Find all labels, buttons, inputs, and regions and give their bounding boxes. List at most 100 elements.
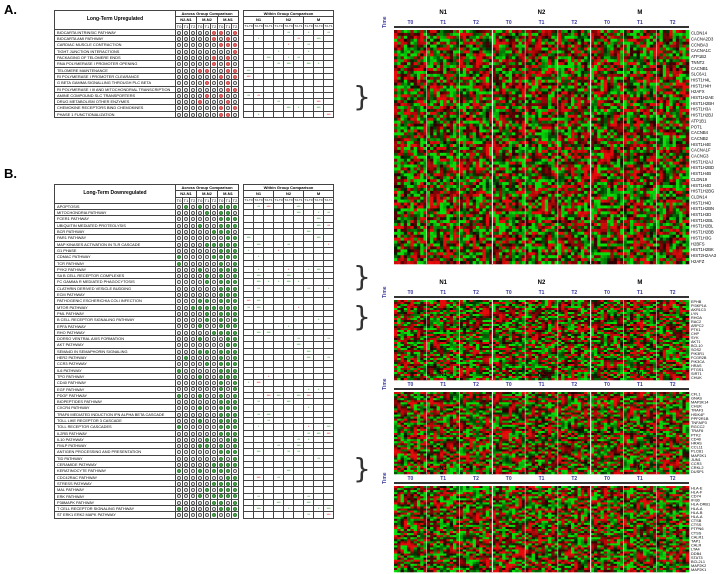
significance-star: ** bbox=[257, 494, 260, 498]
significance-dot bbox=[219, 500, 223, 505]
significance-dot bbox=[226, 255, 230, 260]
significance-dot bbox=[184, 230, 188, 234]
table-row: BCR PATHWAY *** bbox=[54, 228, 334, 236]
table-row: BIOPEPTIDES PATHWAY ** *** bbox=[54, 398, 334, 406]
significance-dot bbox=[233, 469, 237, 474]
significance-star: *** bbox=[247, 236, 251, 240]
within-group: M bbox=[303, 190, 334, 198]
significance-star: * bbox=[268, 374, 270, 378]
significance-dot bbox=[198, 400, 202, 404]
significance-dot bbox=[191, 444, 195, 448]
significance-dot bbox=[212, 261, 216, 266]
significance-star: *** bbox=[317, 106, 321, 110]
significance-dot bbox=[177, 337, 181, 341]
significance-dot bbox=[219, 261, 223, 266]
significance-dot bbox=[205, 381, 209, 385]
within-col-header: T2-T0 bbox=[313, 22, 324, 30]
significance-star: ** bbox=[297, 37, 300, 41]
significance-dot bbox=[226, 100, 230, 104]
significance-dot bbox=[191, 299, 195, 304]
significance-dot bbox=[226, 217, 230, 222]
heatmap-time-label: T2 bbox=[473, 290, 479, 296]
significance-dot bbox=[191, 400, 195, 404]
significance-dot bbox=[184, 425, 188, 430]
significance-dot bbox=[219, 412, 223, 417]
table-row: RNA POLYMERASE I PROMOTER OPENING ** *** **… bbox=[54, 60, 334, 68]
table-row: CHEMOKINE RECEPTORS BIND CHEMOKINES *** * *… bbox=[54, 104, 334, 112]
significance-star: *** bbox=[327, 425, 331, 429]
heatmap-time-label: T1 bbox=[637, 476, 643, 482]
significance-dot bbox=[205, 437, 209, 442]
significance-dot bbox=[177, 217, 181, 222]
panel-b-label: B. bbox=[4, 166, 17, 181]
gene-label: SIRT1 bbox=[691, 372, 702, 376]
significance-dot bbox=[219, 343, 223, 348]
significance-dot bbox=[226, 87, 230, 92]
heatmap-time-label: T1 bbox=[539, 290, 545, 296]
significance-dot bbox=[233, 230, 237, 234]
significance-dot bbox=[205, 500, 209, 505]
significance-dot bbox=[226, 93, 230, 98]
significance-dot bbox=[177, 412, 181, 417]
significance-dot bbox=[226, 62, 230, 67]
significance-dot bbox=[198, 513, 202, 518]
gene-label: TNFAIP3 bbox=[691, 420, 707, 425]
significance-dot bbox=[219, 81, 223, 86]
significance-dot bbox=[212, 299, 216, 304]
significance-dot bbox=[233, 450, 237, 455]
significance-dot bbox=[226, 374, 230, 379]
significance-dot bbox=[233, 494, 237, 499]
heatmap-svg: Time N1 N2 M T0 T1 T2 T0 T1 T2 T0 T1 T2 CFL1GNASMAP3K… bbox=[382, 372, 709, 475]
table-row: RI POLYMERASE I III AND MITOCHONDRIAL TR… bbox=[54, 85, 334, 93]
significance-dot bbox=[198, 494, 202, 499]
significance-star: * bbox=[328, 286, 330, 290]
significance-dot bbox=[184, 30, 188, 35]
significance-star: *** bbox=[297, 444, 301, 448]
gene-label: HLA-B bbox=[691, 510, 703, 515]
significance-dot bbox=[212, 444, 216, 448]
heatmap-time-label: T1 bbox=[440, 20, 446, 26]
heatmap-group-label: M bbox=[637, 10, 642, 16]
gene-label: EPHB bbox=[691, 300, 702, 304]
significance-dot bbox=[233, 286, 237, 291]
table-row: TOLL LIKE RECEPTOR 3 CASCADE ** bbox=[54, 416, 334, 425]
significance-dot bbox=[191, 49, 195, 54]
gene-label: TNNT2 bbox=[691, 60, 705, 65]
significance-dot bbox=[219, 274, 223, 278]
heatmap-cells bbox=[394, 300, 690, 381]
significance-dot bbox=[191, 431, 195, 436]
significance-dot bbox=[212, 400, 216, 404]
significance-dot bbox=[198, 242, 202, 247]
significance-dot bbox=[198, 406, 202, 411]
significance-dot bbox=[191, 456, 195, 461]
gene-label: CALR bbox=[691, 543, 702, 548]
significance-dot bbox=[226, 267, 230, 272]
gene-label: ATP1B2 bbox=[691, 54, 707, 59]
significance-dot bbox=[184, 74, 188, 79]
significance-dot bbox=[198, 292, 202, 297]
significance-dot bbox=[212, 43, 216, 48]
heatmap-time-bar bbox=[394, 26, 689, 28]
significance-dot bbox=[184, 292, 188, 297]
significance-dot bbox=[233, 425, 237, 430]
heatmap-group-label: N1 bbox=[439, 10, 447, 16]
significance-dot bbox=[177, 431, 181, 436]
table-row: T CELL RECEPTOR SIGNALING PATHWAY *** * * **… bbox=[54, 505, 334, 513]
significance-dot bbox=[198, 255, 202, 260]
significance-dot bbox=[212, 242, 216, 247]
significance-dot bbox=[212, 368, 216, 373]
significance-dot bbox=[233, 236, 237, 241]
significance-dot bbox=[184, 450, 188, 455]
gene-label: PI3KP1A bbox=[691, 304, 707, 308]
significance-dot bbox=[177, 274, 181, 278]
significance-dot bbox=[233, 481, 237, 486]
significance-dot bbox=[191, 274, 195, 278]
significance-dot bbox=[226, 349, 230, 354]
significance-dot bbox=[198, 318, 202, 322]
within-col-header: T2-T0 bbox=[313, 196, 324, 204]
significance-dot bbox=[219, 217, 223, 222]
significance-dot bbox=[212, 437, 216, 442]
significance-dot bbox=[177, 507, 181, 511]
significance-dot bbox=[198, 456, 202, 461]
significance-dot bbox=[233, 368, 237, 373]
